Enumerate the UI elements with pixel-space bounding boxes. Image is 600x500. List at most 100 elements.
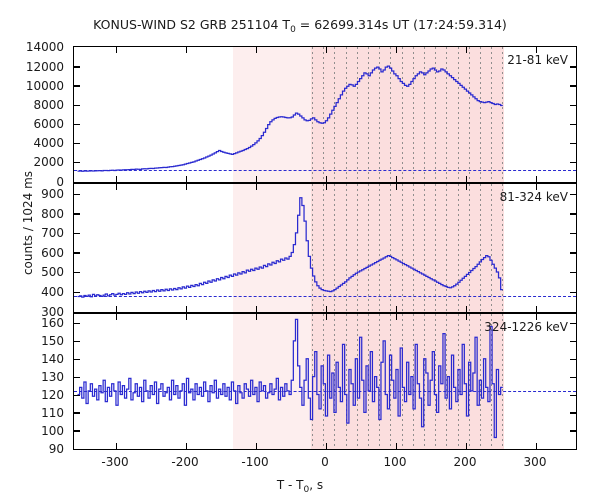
background-level-line bbox=[74, 170, 576, 172]
y-tick-mark bbox=[74, 213, 80, 215]
x-tick-mark bbox=[326, 314, 328, 320]
dotted-vline bbox=[446, 184, 448, 312]
y-tick-label: 130 bbox=[41, 370, 64, 385]
shaded-region-dark-interval bbox=[310, 47, 505, 182]
x-tick-mark bbox=[256, 443, 258, 449]
shaded-region-light-interval bbox=[232, 47, 311, 182]
y-tick-mark bbox=[74, 142, 80, 145]
y-tick-mark bbox=[570, 142, 576, 145]
x-tick-mark bbox=[536, 443, 538, 449]
y-tick-mark bbox=[74, 430, 80, 432]
shaded-region-dark-interval bbox=[310, 184, 505, 312]
dotted-vline bbox=[424, 47, 425, 182]
y-tick-mark bbox=[570, 104, 576, 106]
y-tick-label: 14000 bbox=[25, 40, 64, 55]
y-tick-mark bbox=[570, 252, 576, 254]
y-tick-mark bbox=[570, 232, 576, 235]
y-tick-mark bbox=[74, 123, 80, 126]
y-tick-label: 8000 bbox=[33, 97, 64, 112]
y-tick-mark bbox=[570, 322, 576, 325]
x-axis-label-subscript: 0 bbox=[303, 485, 310, 495]
y-tick-mark bbox=[570, 376, 576, 379]
x-tick-mark bbox=[186, 443, 188, 449]
y-tick-label: 12000 bbox=[25, 59, 64, 74]
x-tick-mark bbox=[396, 306, 398, 312]
y-tick-mark bbox=[570, 291, 576, 294]
title-suffix: = 62699.314s UT (17:24:59.314) bbox=[295, 17, 507, 32]
dotted-vline bbox=[401, 184, 403, 312]
x-tick-mark bbox=[396, 184, 398, 190]
y-tick-mark bbox=[570, 193, 576, 196]
y-tick-mark bbox=[74, 193, 80, 196]
dotted-vline bbox=[457, 184, 459, 312]
dotted-vline bbox=[368, 314, 369, 449]
x-tick-mark bbox=[116, 314, 118, 320]
y-tick-mark bbox=[570, 272, 576, 274]
dotted-vline bbox=[323, 184, 325, 312]
y-tick-label: 0 bbox=[56, 174, 64, 189]
dotted-vline bbox=[457, 47, 459, 182]
y-tick-mark bbox=[74, 340, 80, 343]
y-tick-label: 2000 bbox=[33, 155, 64, 170]
dotted-vline bbox=[468, 314, 470, 449]
panel-21-81-kev: 21-81 keV bbox=[73, 46, 577, 183]
y-tick-mark bbox=[570, 412, 576, 414]
x-tick-mark bbox=[466, 176, 468, 182]
dotted-vline bbox=[424, 184, 425, 312]
y-tick-mark bbox=[570, 162, 576, 164]
background-level-line bbox=[74, 390, 576, 392]
lightcurve-trace bbox=[77, 318, 503, 439]
x-tick-mark bbox=[466, 443, 468, 449]
dotted-vline bbox=[435, 47, 437, 182]
dotted-vline bbox=[502, 314, 504, 449]
y-tick-mark bbox=[570, 340, 576, 343]
dotted-vline bbox=[502, 47, 504, 182]
y-tick-label: 110 bbox=[41, 405, 64, 420]
x-tick-mark bbox=[536, 184, 538, 190]
dotted-vline bbox=[334, 47, 336, 182]
dotted-vline bbox=[345, 184, 347, 312]
dotted-vline bbox=[401, 47, 403, 182]
x-tick-label: 0 bbox=[321, 455, 329, 469]
y-tick-mark bbox=[570, 358, 576, 361]
y-tick-label: 150 bbox=[41, 334, 64, 349]
shaded-region-light-interval bbox=[232, 314, 311, 449]
x-tick-mark bbox=[396, 176, 398, 182]
x-tick-mark bbox=[116, 184, 118, 190]
dotted-vline bbox=[334, 314, 336, 449]
dotted-vline bbox=[368, 184, 369, 312]
y-tick-mark bbox=[570, 123, 576, 126]
y-tick-label: 160 bbox=[41, 316, 64, 331]
x-tick-mark bbox=[536, 306, 538, 312]
dotted-vline bbox=[390, 47, 392, 182]
dotted-vline bbox=[457, 314, 459, 449]
dotted-vline bbox=[312, 314, 313, 449]
y-tick-mark bbox=[570, 66, 576, 68]
dotted-vline bbox=[491, 47, 493, 182]
x-tick-mark bbox=[116, 47, 118, 53]
dotted-vline bbox=[390, 184, 392, 312]
panel-324-1226-kev: 324-1226 keV bbox=[73, 313, 577, 450]
dotted-vline bbox=[412, 314, 414, 449]
dotted-vline bbox=[446, 47, 448, 182]
x-tick-mark bbox=[326, 176, 328, 182]
dotted-vline bbox=[312, 47, 313, 182]
dotted-vline bbox=[435, 184, 437, 312]
y-tick-label: 800 bbox=[41, 206, 64, 221]
x-tick-mark bbox=[396, 47, 398, 53]
x-tick-mark bbox=[116, 306, 118, 312]
title-subscript: 0 bbox=[290, 25, 296, 35]
dotted-vline bbox=[323, 47, 325, 182]
x-tick-label: 300 bbox=[523, 455, 547, 469]
y-tick-label: 900 bbox=[41, 187, 64, 202]
x-tick-mark bbox=[256, 306, 258, 312]
page-title: KONUS-WIND S2 GRB 251104 T0 = 62699.314s… bbox=[0, 17, 600, 35]
dotted-vline bbox=[334, 184, 336, 312]
x-axis-label-post: , s bbox=[309, 478, 324, 492]
dotted-vline bbox=[468, 184, 470, 312]
dotted-vline bbox=[379, 314, 381, 449]
dotted-vline bbox=[345, 314, 347, 449]
dotted-vline bbox=[446, 314, 448, 449]
y-tick-mark bbox=[74, 394, 80, 396]
y-tick-mark bbox=[74, 85, 80, 87]
